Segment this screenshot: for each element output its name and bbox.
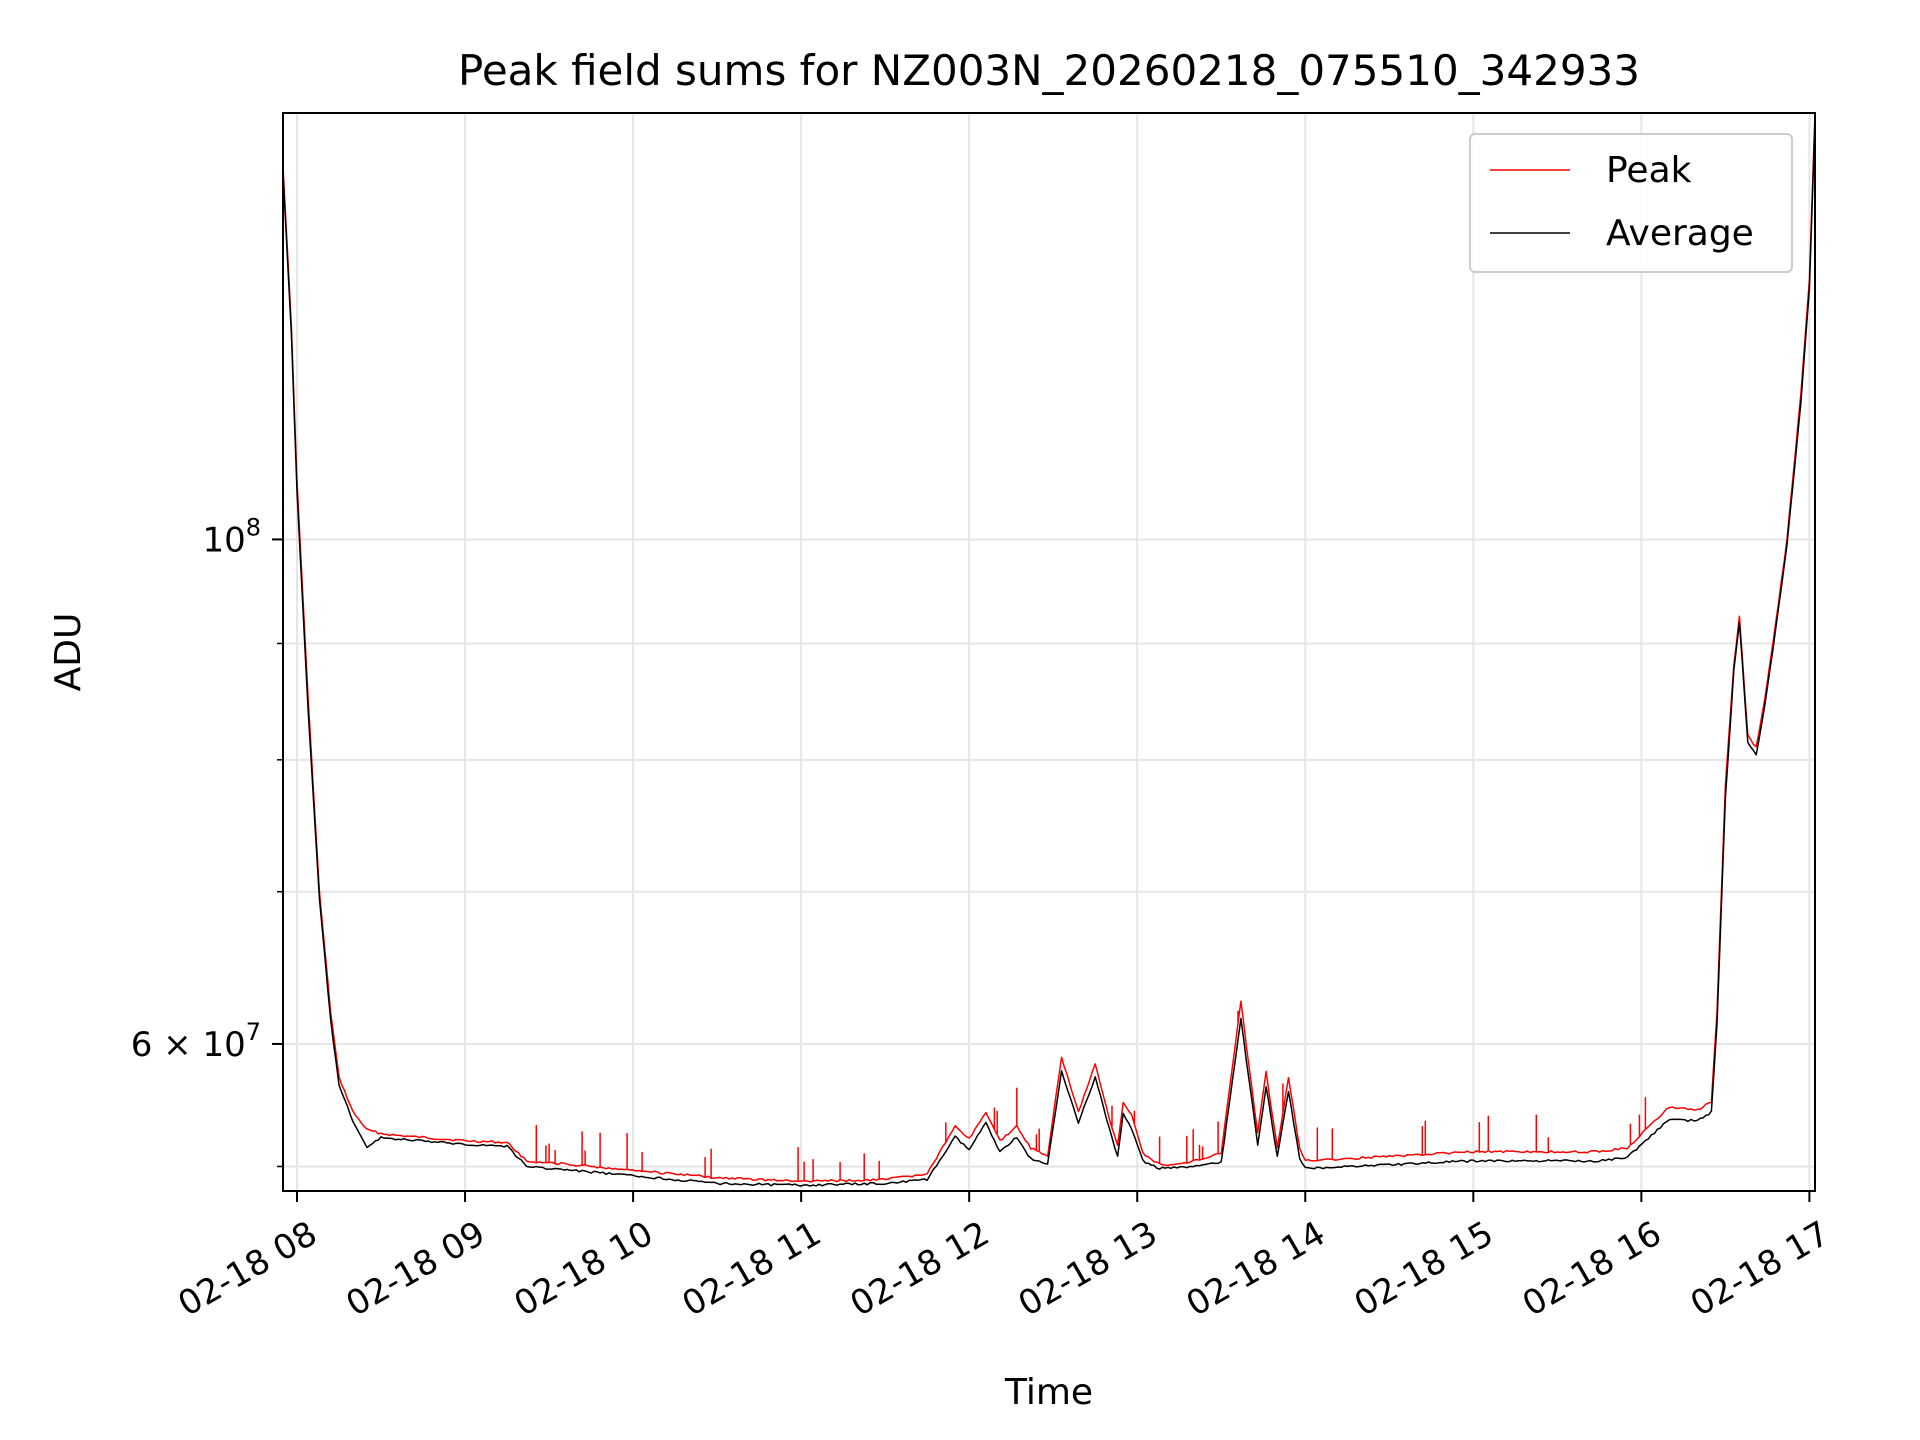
y-tick-label: 108 bbox=[202, 513, 261, 560]
legend: Peak Average bbox=[1469, 133, 1793, 273]
grid bbox=[283, 113, 1815, 1191]
series-layer bbox=[283, 113, 1815, 1187]
series-line-peak bbox=[283, 113, 1815, 1183]
x-axis-label: Time bbox=[1004, 1372, 1093, 1413]
y-axis: 6 × 107 108 bbox=[131, 513, 283, 1168]
series-group bbox=[283, 113, 1815, 1187]
y-axis-label: ADU bbox=[48, 613, 89, 692]
legend-box bbox=[1469, 133, 1793, 273]
chart-title: Peak field sums for NZ003N_20260218_0755… bbox=[458, 46, 1640, 95]
legend-label-peak: Peak bbox=[1606, 150, 1692, 191]
legend-label-average: Average bbox=[1606, 213, 1754, 254]
series-line-average bbox=[283, 119, 1815, 1187]
y-tick-label: 6 × 107 bbox=[131, 1018, 261, 1065]
plot-frame bbox=[282, 112, 1816, 1192]
